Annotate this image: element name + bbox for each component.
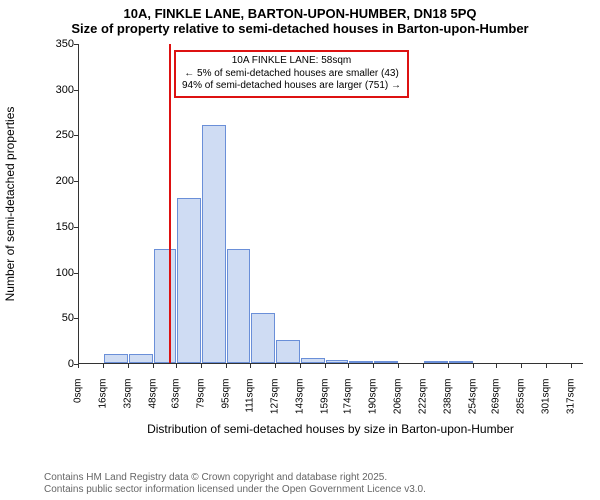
y-tick-label: 50 xyxy=(38,312,74,324)
y-tick-label: 350 xyxy=(38,38,74,50)
x-tick-mark xyxy=(226,364,227,368)
x-tick-mark xyxy=(78,364,79,368)
x-tick-label: 63sqm xyxy=(170,379,181,429)
y-axis-label: Number of semi-detached properties xyxy=(3,107,17,302)
chart-title: 10A, FINKLE LANE, BARTON-UPON-HUMBER, DN… xyxy=(0,0,600,21)
x-tick-mark xyxy=(496,364,497,368)
x-tick-label: 159sqm xyxy=(320,379,331,429)
x-tick-mark xyxy=(398,364,399,368)
info-line: 10A FINKLE LANE: 58sqm xyxy=(182,55,401,68)
x-tick-label: 48sqm xyxy=(147,379,158,429)
chart-subtitle: Size of property relative to semi-detach… xyxy=(0,21,600,40)
y-tick-label: 200 xyxy=(38,175,74,187)
reference-line xyxy=(169,44,171,363)
x-tick-mark xyxy=(250,364,251,368)
footer-line: Contains public sector information licen… xyxy=(44,484,426,496)
x-tick-mark xyxy=(176,364,177,368)
x-tick-label: 238sqm xyxy=(442,379,453,429)
y-tick-mark xyxy=(74,181,78,182)
x-tick-mark xyxy=(348,364,349,368)
plot-area: 10A FINKLE LANE: 58sqm← 5% of semi-detac… xyxy=(78,44,583,364)
histogram-bar xyxy=(449,361,473,363)
x-tick-label: 127sqm xyxy=(270,379,281,429)
x-tick-label: 79sqm xyxy=(195,379,206,429)
x-tick-mark xyxy=(571,364,572,368)
x-tick-label: 0sqm xyxy=(73,379,84,429)
x-tick-label: 206sqm xyxy=(393,379,404,429)
x-tick-label: 174sqm xyxy=(343,379,354,429)
x-tick-label: 95sqm xyxy=(220,379,231,429)
histogram-bar xyxy=(202,125,226,363)
histogram-bar xyxy=(104,354,128,363)
y-tick-mark xyxy=(74,44,78,45)
info-line: ← 5% of semi-detached houses are smaller… xyxy=(182,68,401,81)
x-tick-label: 285sqm xyxy=(515,379,526,429)
y-tick-label: 0 xyxy=(38,358,74,370)
histogram-bar xyxy=(154,249,176,363)
histogram-bar xyxy=(129,354,153,363)
x-tick-mark xyxy=(473,364,474,368)
x-tick-mark xyxy=(153,364,154,368)
x-tick-mark xyxy=(128,364,129,368)
y-tick-mark xyxy=(74,135,78,136)
x-tick-label: 111sqm xyxy=(245,379,256,429)
x-tick-mark xyxy=(448,364,449,368)
footer-attribution: Contains HM Land Registry data © Crown c… xyxy=(44,472,426,496)
x-tick-mark xyxy=(201,364,202,368)
y-tick-mark xyxy=(74,318,78,319)
histogram-bar xyxy=(227,249,251,363)
x-tick-label: 32sqm xyxy=(122,379,133,429)
info-box: 10A FINKLE LANE: 58sqm← 5% of semi-detac… xyxy=(174,50,409,98)
x-tick-label: 317sqm xyxy=(565,379,576,429)
histogram-bar xyxy=(177,198,201,363)
y-tick-label: 100 xyxy=(38,267,74,279)
x-tick-mark xyxy=(423,364,424,368)
histogram-bar xyxy=(326,360,348,363)
x-tick-label: 16sqm xyxy=(97,379,108,429)
y-tick-mark xyxy=(74,273,78,274)
x-tick-label: 222sqm xyxy=(417,379,428,429)
x-tick-mark xyxy=(373,364,374,368)
histogram-bar xyxy=(301,358,325,363)
y-tick-label: 150 xyxy=(38,221,74,233)
x-tick-label: 254sqm xyxy=(467,379,478,429)
x-tick-mark xyxy=(275,364,276,368)
x-tick-label: 190sqm xyxy=(368,379,379,429)
chart-area: Number of semi-detached properties 10A F… xyxy=(38,44,583,404)
histogram-bar xyxy=(424,361,448,363)
y-tick-mark xyxy=(74,227,78,228)
x-tick-mark xyxy=(325,364,326,368)
histogram-bar xyxy=(349,361,373,363)
footer-line: Contains HM Land Registry data © Crown c… xyxy=(44,472,426,484)
x-axis-label: Distribution of semi-detached houses by … xyxy=(78,422,583,436)
histogram-bar xyxy=(251,313,275,363)
x-tick-mark xyxy=(521,364,522,368)
x-tick-label: 143sqm xyxy=(295,379,306,429)
info-line: 94% of semi-detached houses are larger (… xyxy=(182,80,401,93)
x-tick-mark xyxy=(300,364,301,368)
y-tick-label: 300 xyxy=(38,84,74,96)
y-tick-mark xyxy=(74,90,78,91)
y-tick-label: 250 xyxy=(38,129,74,141)
x-tick-label: 301sqm xyxy=(540,379,551,429)
x-tick-label: 269sqm xyxy=(490,379,501,429)
histogram-bar xyxy=(374,361,398,363)
x-tick-mark xyxy=(546,364,547,368)
x-tick-mark xyxy=(103,364,104,368)
histogram-bar xyxy=(276,340,300,363)
